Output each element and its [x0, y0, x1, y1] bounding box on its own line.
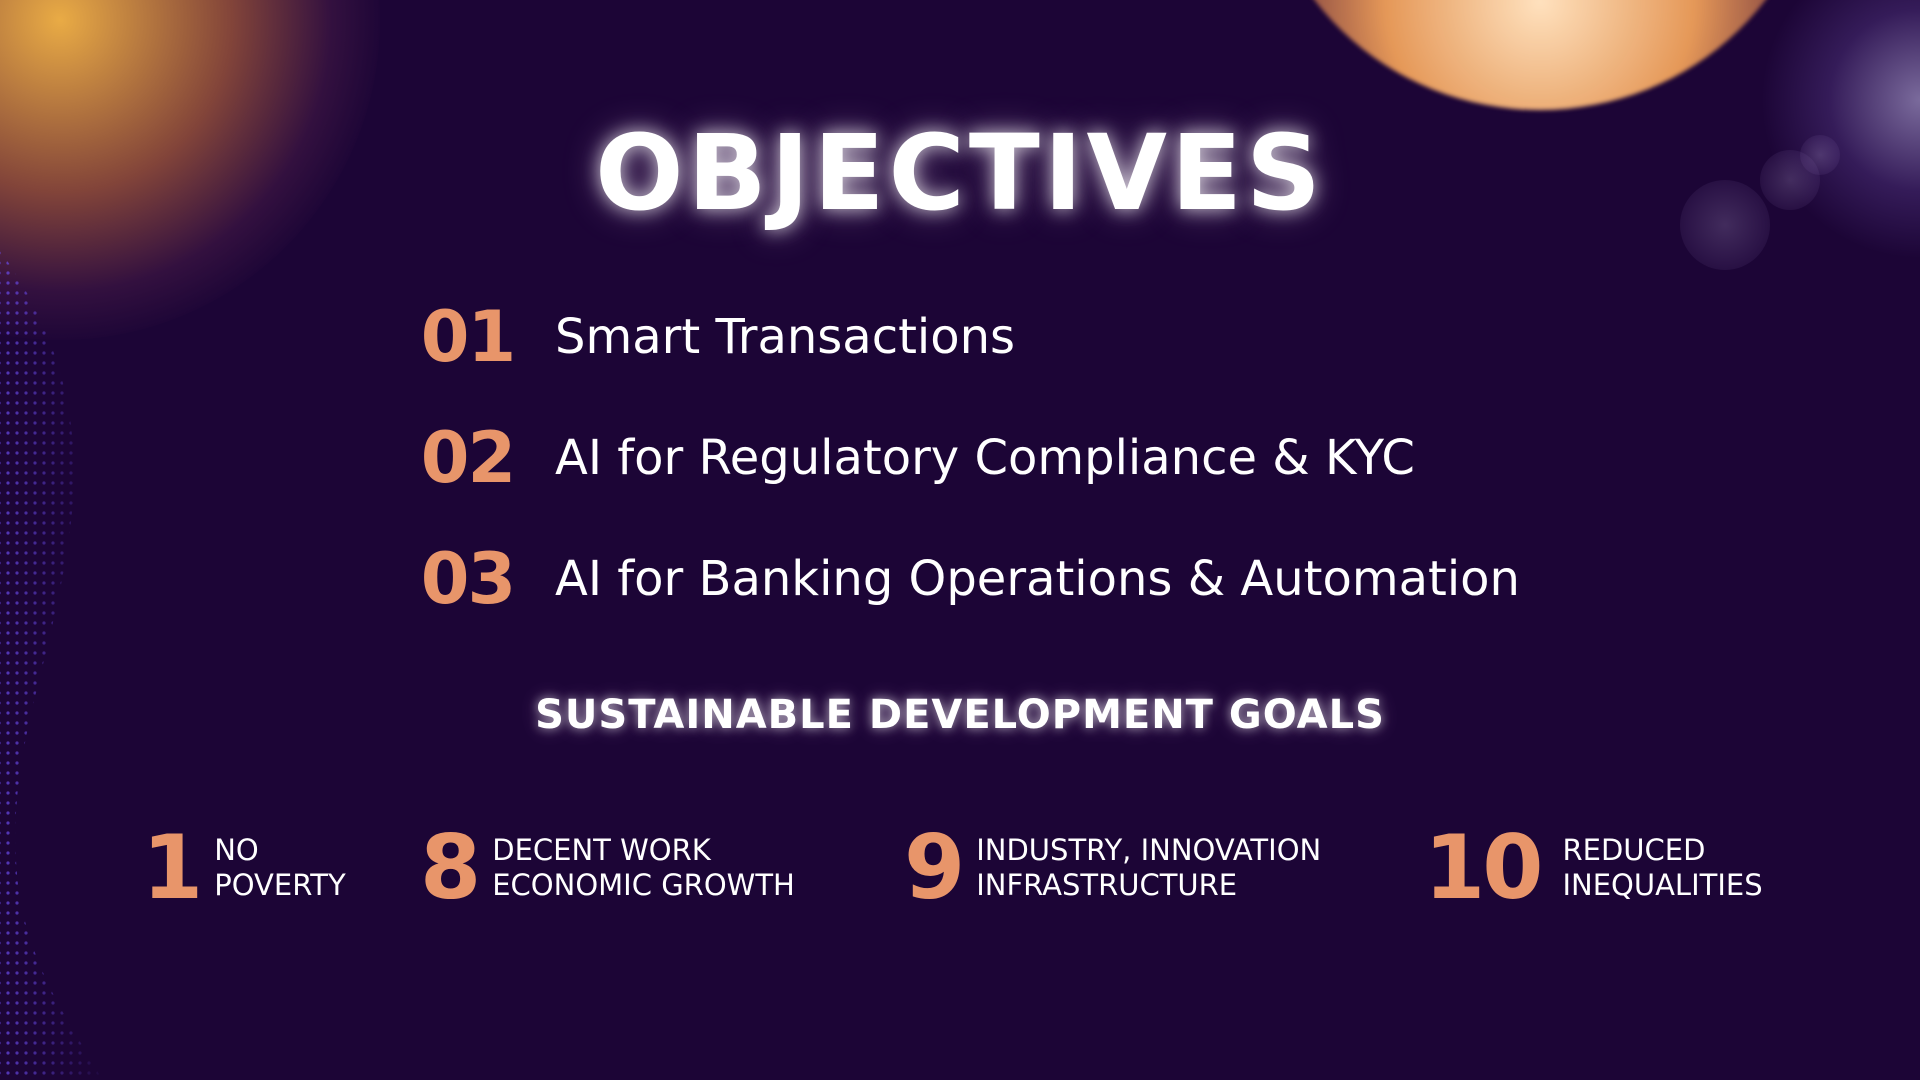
sdg-goal-10: 10 REDUCED INEQUALITIES — [1424, 818, 1763, 918]
sdg-goal-1: 1 NO POVERTY — [142, 818, 346, 918]
objective-text: Smart Transactions — [555, 309, 1016, 365]
sdg-goal-label-line1: NO — [214, 833, 259, 867]
objective-number: 02 — [420, 417, 516, 499]
page-title: OBJECTIVES — [595, 112, 1325, 234]
sdg-heading: SUSTAINABLE DEVELOPMENT GOALS — [535, 692, 1385, 738]
objective-text: AI for Regulatory Compliance & KYC — [555, 430, 1415, 486]
objective-number: 01 — [420, 296, 516, 378]
sdg-goal-number: 10 — [1424, 816, 1543, 919]
sdg-goal-number: 1 — [142, 816, 203, 919]
sdg-goal-label-line1: INDUSTRY, INNOVATION — [976, 833, 1322, 867]
lens-flare-decoration — [1800, 135, 1840, 175]
objective-item: 02 AI for Regulatory Compliance & KYC — [380, 417, 1415, 499]
sdg-goal-label-line1: DECENT WORK — [492, 833, 711, 867]
objective-text: AI for Banking Operations & Automation — [555, 551, 1520, 607]
sdg-goal-label-line2: ECONOMIC GROWTH — [492, 868, 795, 902]
sdg-goal-8: 8 DECENT WORK ECONOMIC GROWTH — [420, 818, 795, 918]
dotted-wave-decoration — [0, 200, 160, 1080]
sdg-goal-number: 8 — [420, 816, 481, 919]
sdg-goal-9: 9 INDUSTRY, INNOVATION INFRASTRUCTURE — [904, 818, 1321, 918]
sdg-goal-label: DECENT WORK ECONOMIC GROWTH — [492, 833, 795, 903]
planet-glow-decoration — [1260, 0, 1820, 110]
sdg-goal-label-line1: REDUCED — [1562, 833, 1706, 867]
objective-item: 03 AI for Banking Operations & Automatio… — [380, 538, 1520, 620]
sdg-goal-number: 9 — [904, 816, 965, 919]
sdg-goal-label: REDUCED INEQUALITIES — [1562, 833, 1762, 903]
sdg-goal-label-line2: INEQUALITIES — [1562, 868, 1763, 902]
objective-item: 01 Smart Transactions — [380, 296, 1016, 378]
lens-flare-decoration — [1680, 180, 1770, 270]
sdg-goal-label-line2: INFRASTRUCTURE — [976, 868, 1238, 902]
sdg-goal-label-line2: POVERTY — [214, 868, 346, 902]
lens-flare-decoration — [1760, 150, 1820, 210]
sdg-goal-label: NO POVERTY — [214, 833, 345, 903]
objective-number: 03 — [420, 538, 516, 620]
sdg-goal-label: INDUSTRY, INNOVATION INFRASTRUCTURE — [976, 833, 1321, 903]
